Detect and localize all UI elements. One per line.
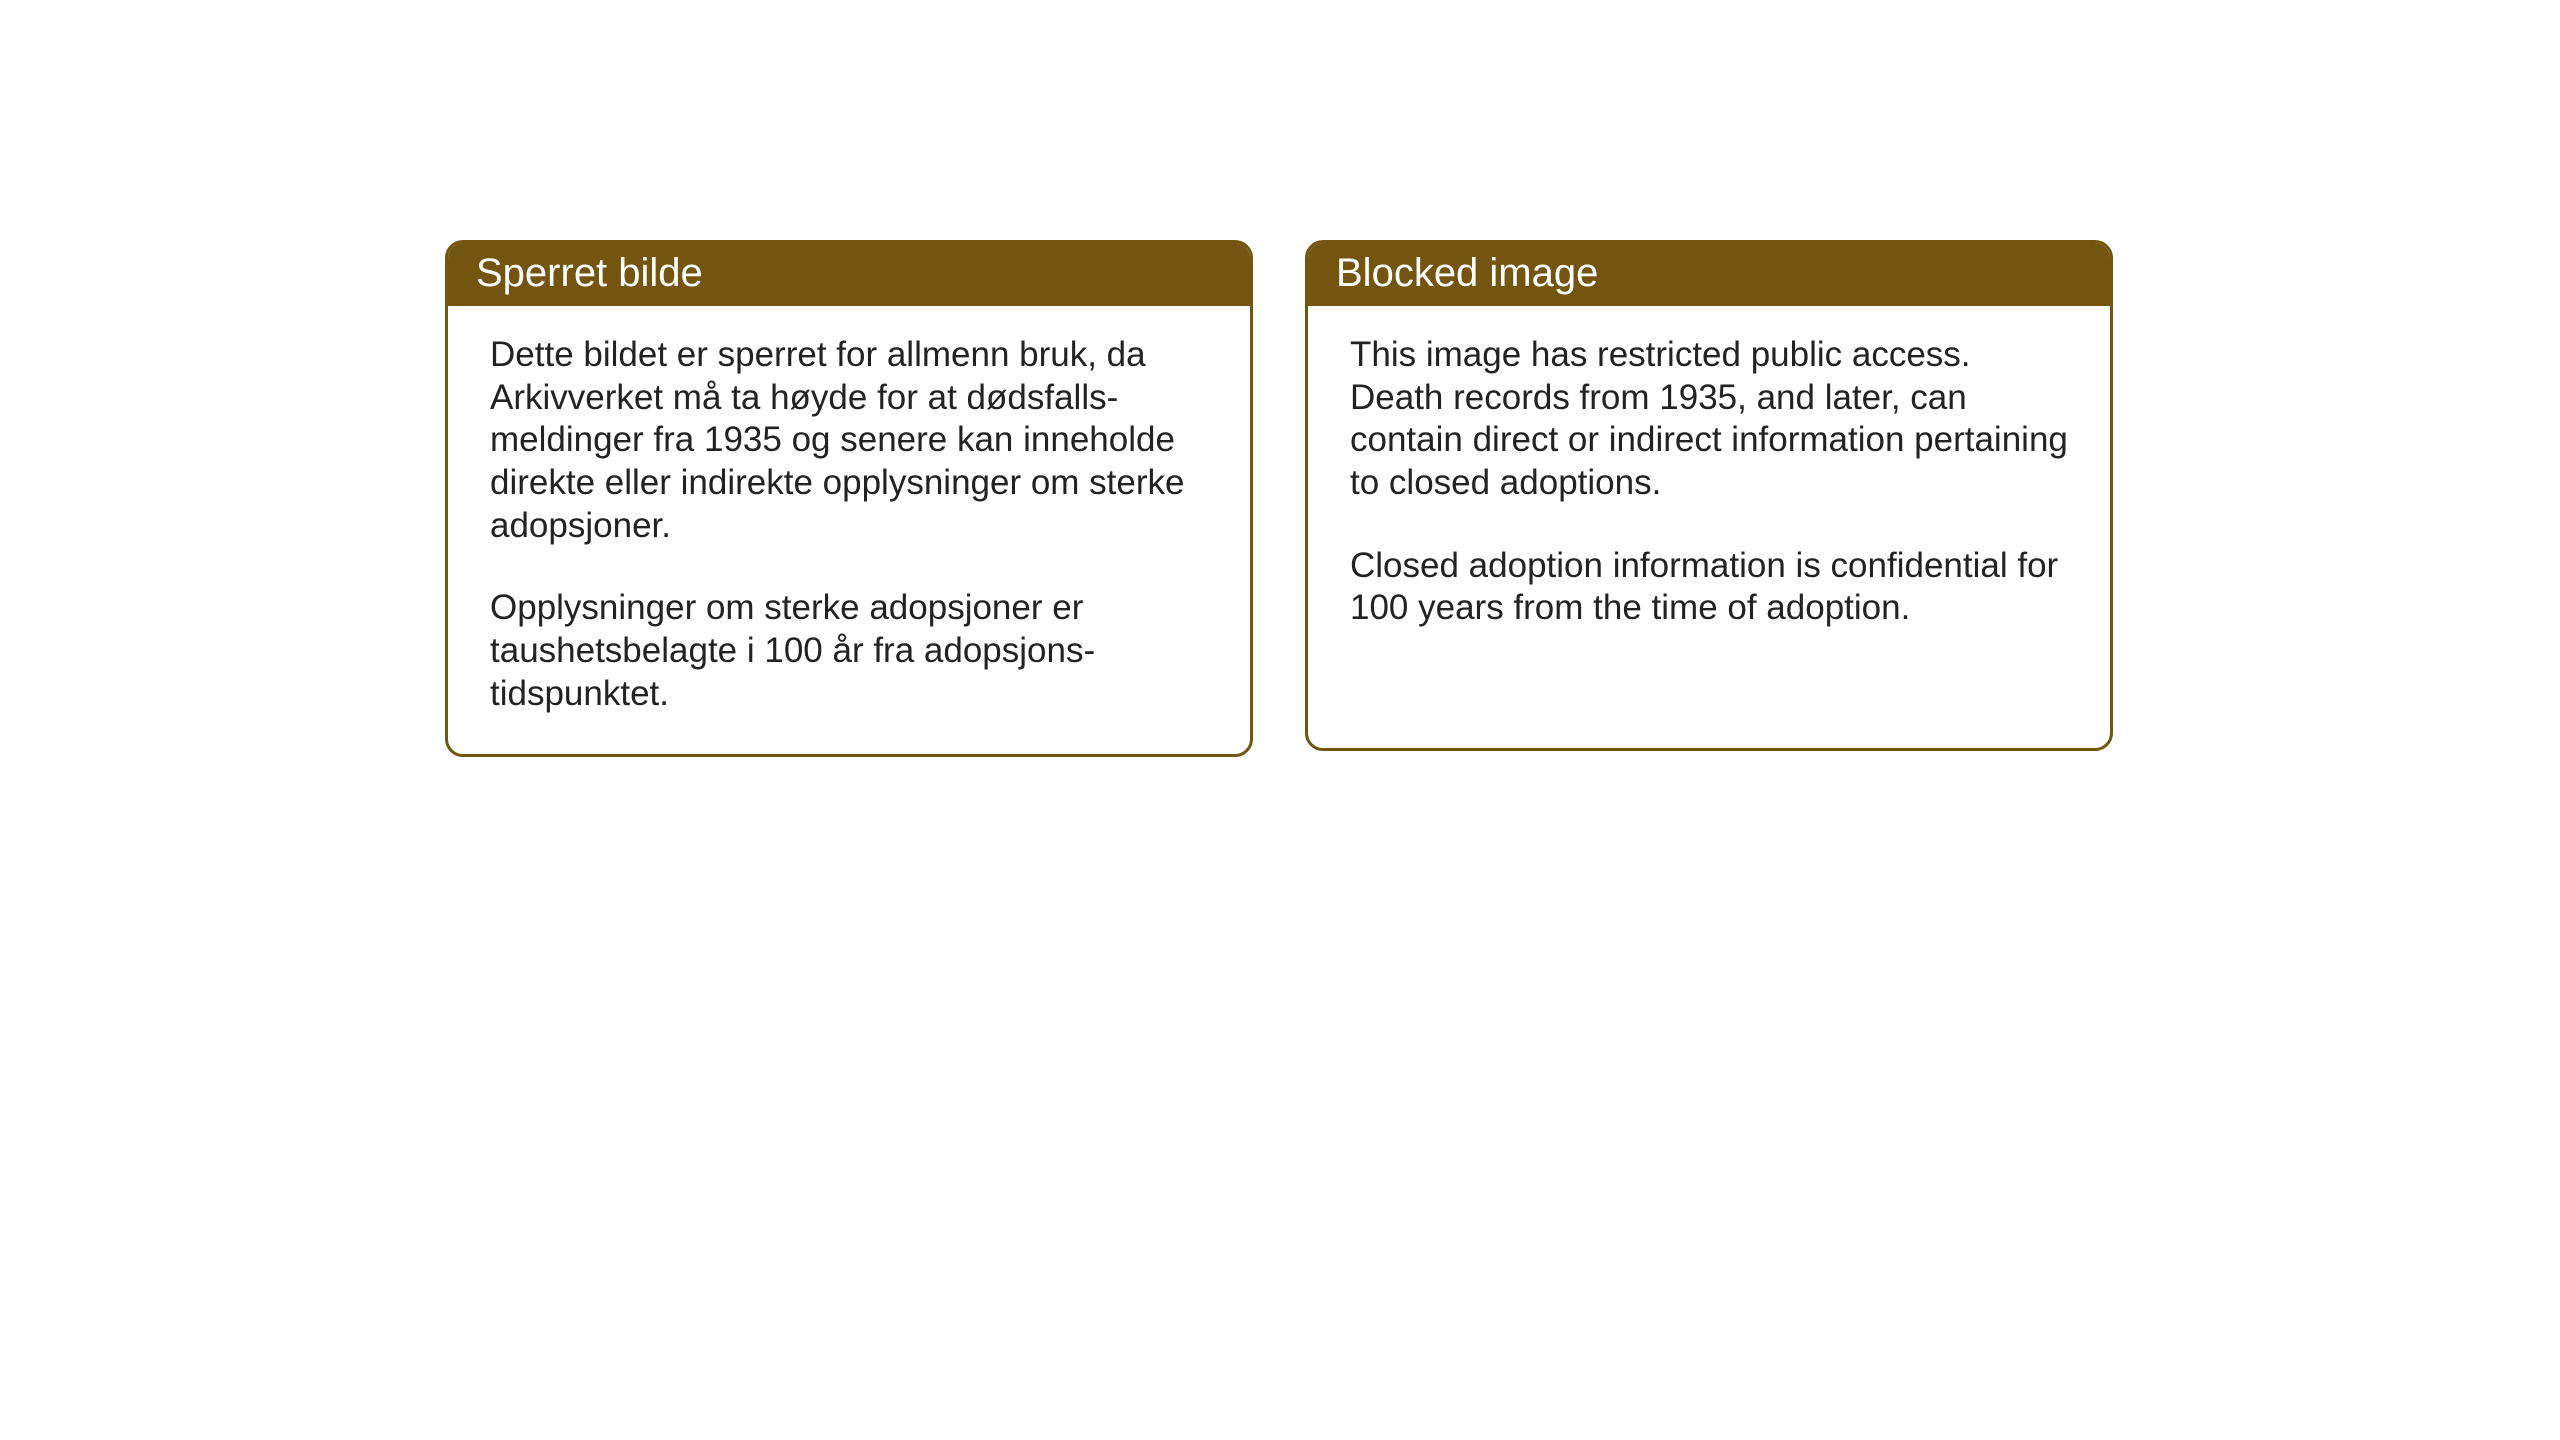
card-paragraph-1-english: This image has restricted public access.… [1350, 334, 2068, 505]
card-header-english: Blocked image [1308, 243, 2110, 306]
card-header-norwegian: Sperret bilde [448, 243, 1250, 306]
card-body-norwegian: Dette bildet er sperret for allmenn bruk… [448, 306, 1250, 754]
card-paragraph-2-norwegian: Opplysninger om sterke adopsjoner er tau… [490, 587, 1208, 715]
card-body-english: This image has restricted public access.… [1308, 306, 2110, 668]
blocked-image-card-english: Blocked image This image has restricted … [1305, 240, 2113, 751]
blocked-image-card-norwegian: Sperret bilde Dette bildet er sperret fo… [445, 240, 1253, 757]
card-paragraph-2-english: Closed adoption information is confident… [1350, 545, 2068, 630]
cards-container: Sperret bilde Dette bildet er sperret fo… [445, 240, 2113, 757]
card-paragraph-1-norwegian: Dette bildet er sperret for allmenn bruk… [490, 334, 1208, 547]
